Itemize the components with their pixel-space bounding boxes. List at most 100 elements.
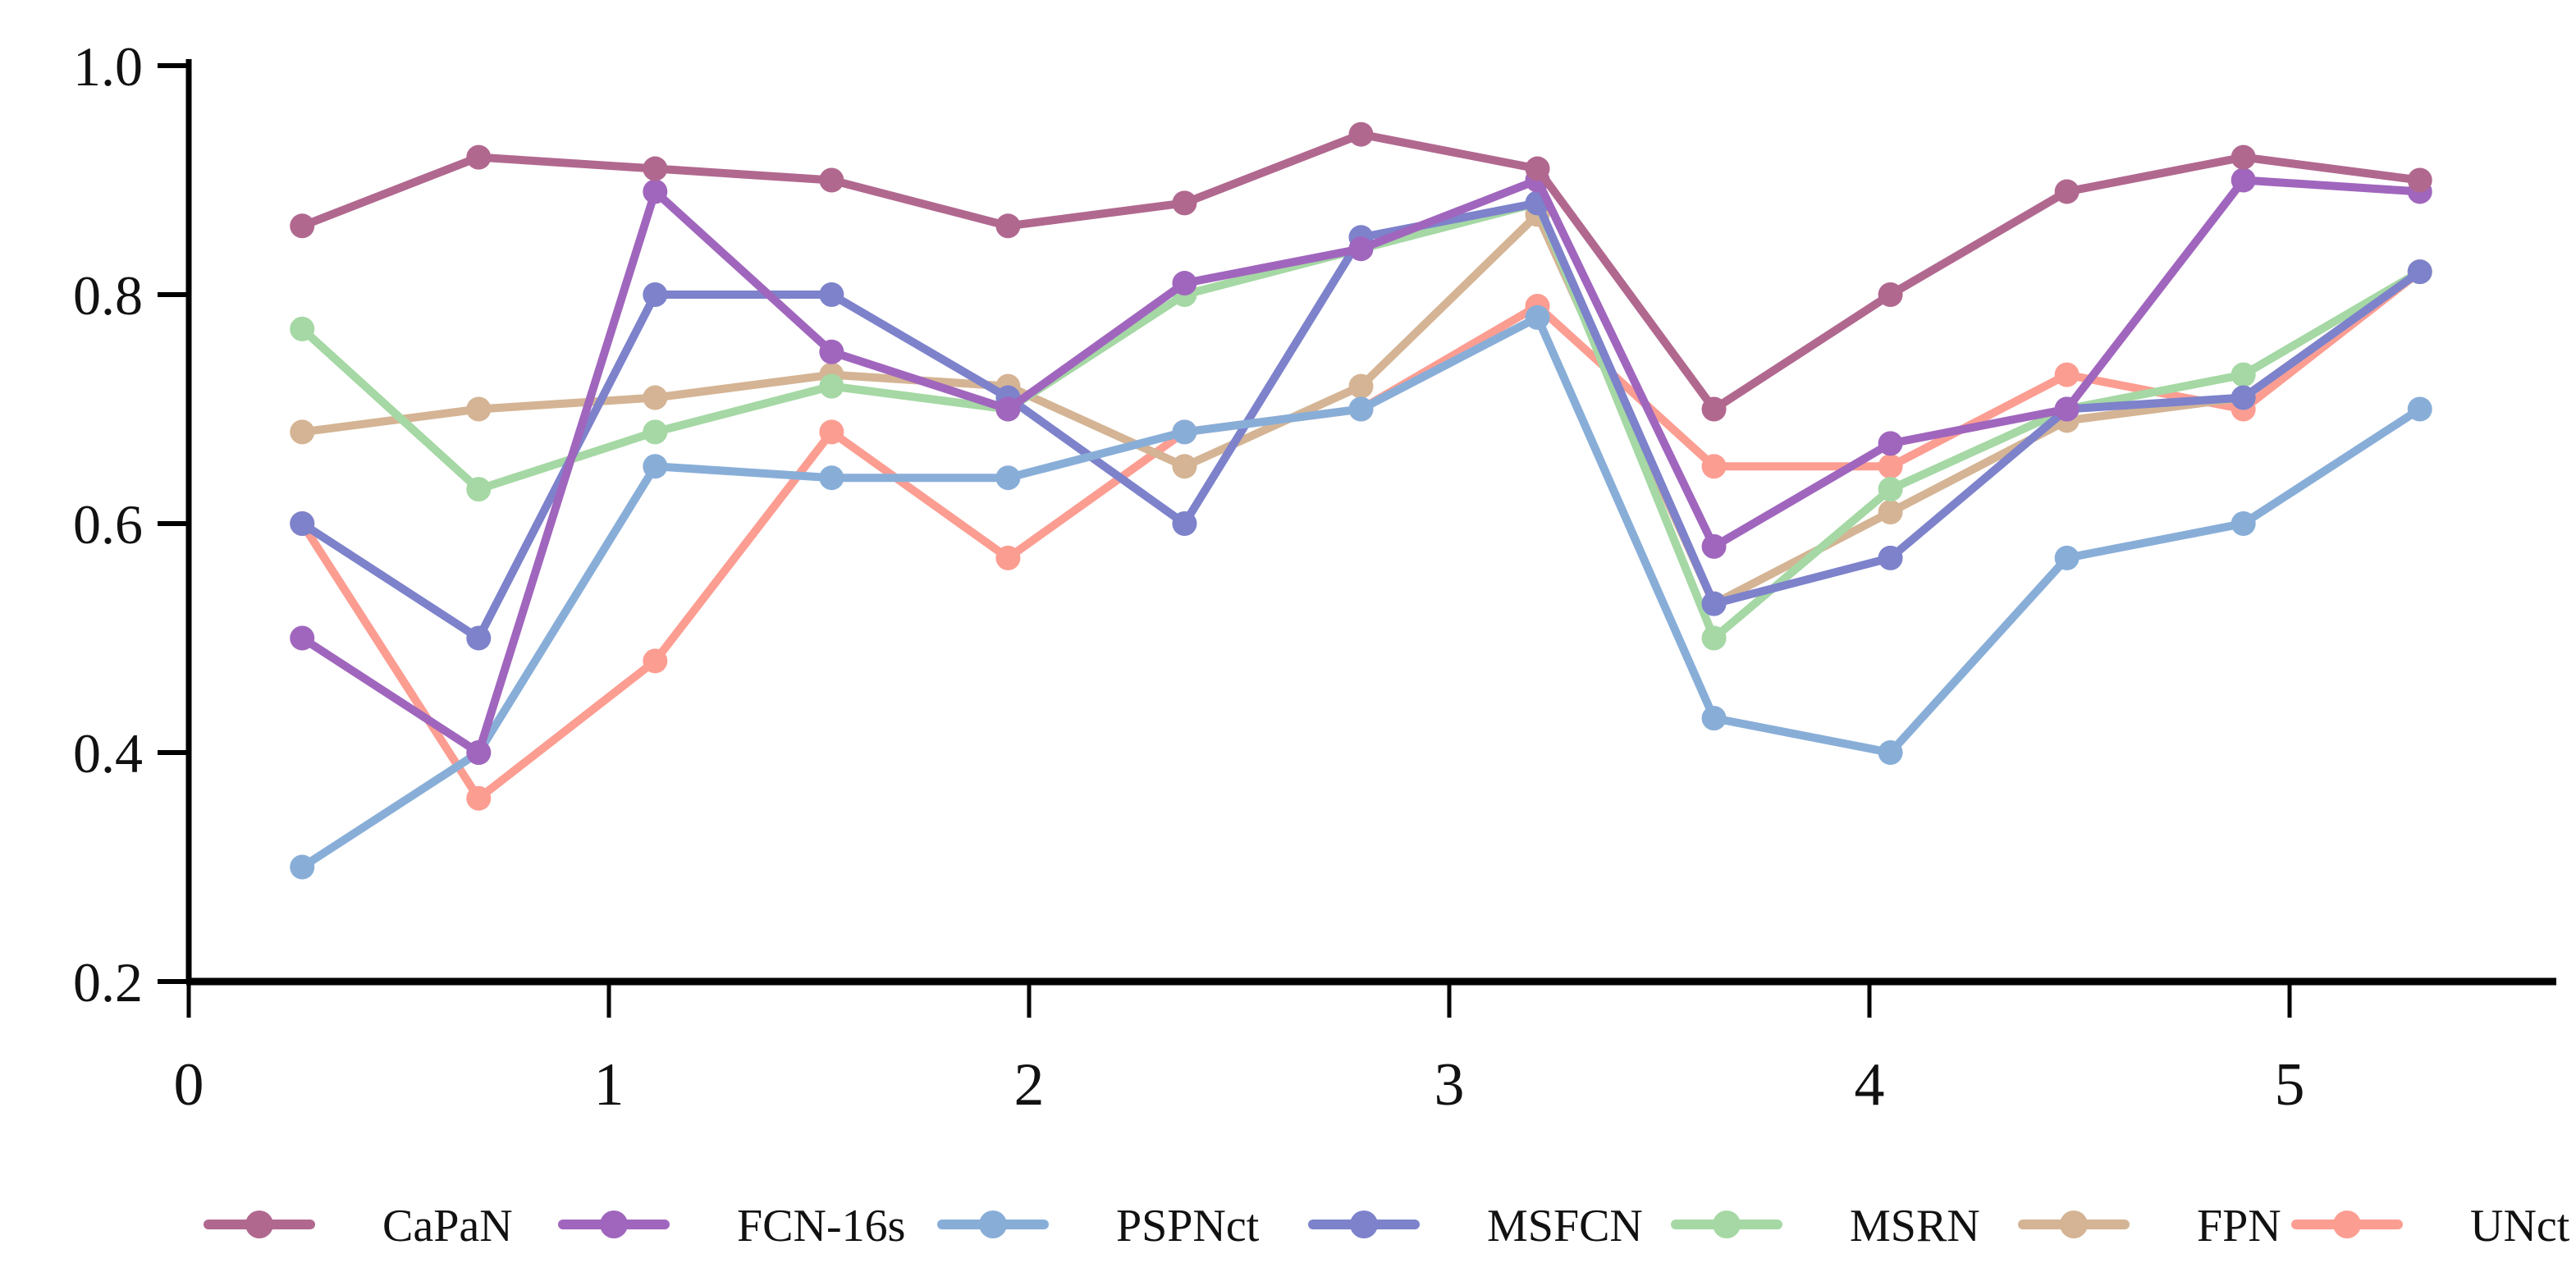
legend-label: PSPNct bbox=[1116, 1201, 1260, 1252]
legend-dot-icon bbox=[1350, 1210, 1378, 1238]
data-point-MSFCN bbox=[2231, 385, 2256, 410]
data-point-FPN bbox=[1878, 500, 1903, 525]
legend-item-UNct: UNct bbox=[2291, 1201, 2570, 1252]
legend-dot-icon bbox=[2060, 1210, 2088, 1238]
data-point-FCN-16s bbox=[1172, 271, 1197, 296]
x-tick-label: 0 bbox=[174, 1051, 204, 1119]
series-FCN-16s bbox=[290, 167, 2432, 765]
data-point-CaPaN bbox=[2054, 179, 2080, 204]
legend-label: UNct bbox=[2470, 1201, 2570, 1252]
data-point-UNct bbox=[1701, 454, 1727, 479]
data-point-CaPaN bbox=[2231, 144, 2256, 170]
data-point-PSPNct bbox=[2054, 545, 2080, 570]
legend-label: CaPaN bbox=[382, 1201, 513, 1252]
data-point-FCN-16s bbox=[819, 339, 844, 364]
data-point-FCN-16s bbox=[643, 179, 668, 204]
data-point-FPN bbox=[290, 419, 315, 445]
legend-dot-icon bbox=[600, 1210, 628, 1238]
data-point-PSPNct bbox=[1878, 740, 1903, 765]
legend-item-MSRN: MSRN bbox=[1671, 1201, 1980, 1252]
data-point-MSRN bbox=[2231, 362, 2256, 387]
legend-dot-icon bbox=[2333, 1210, 2361, 1238]
y-tick-label: 0.8 bbox=[73, 264, 143, 327]
x-tick-label: 1 bbox=[594, 1051, 625, 1119]
data-point-CaPaN bbox=[995, 213, 1021, 239]
data-point-FCN-16s bbox=[290, 625, 315, 651]
data-point-UNct bbox=[819, 419, 844, 445]
data-point-FCN-16s bbox=[1878, 431, 1903, 456]
x-tick-label: 4 bbox=[1855, 1051, 1885, 1119]
data-point-MSRN bbox=[819, 373, 844, 399]
data-point-PSPNct bbox=[290, 854, 315, 880]
data-point-MSRN bbox=[643, 419, 668, 445]
data-point-FPN bbox=[643, 385, 668, 410]
x-tick-label: 5 bbox=[2275, 1051, 2305, 1119]
data-point-CaPaN bbox=[290, 213, 315, 239]
data-point-CaPaN bbox=[1878, 282, 1903, 307]
y-tick-label: 0.6 bbox=[73, 493, 143, 556]
data-point-CaPaN bbox=[819, 167, 844, 193]
data-point-MSRN bbox=[466, 477, 492, 502]
data-point-MSRN bbox=[1878, 477, 1903, 502]
data-point-FCN-16s bbox=[995, 396, 1021, 422]
data-point-UNct bbox=[1878, 454, 1903, 479]
data-point-CaPaN bbox=[643, 156, 668, 181]
legend-label: FCN-16s bbox=[737, 1201, 905, 1252]
legend-label: MSRN bbox=[1850, 1201, 1980, 1252]
data-point-UNct bbox=[466, 785, 492, 811]
data-point-PSPNct bbox=[2407, 396, 2432, 422]
data-point-FPN bbox=[466, 396, 492, 422]
data-point-FCN-16s bbox=[1701, 533, 1727, 559]
data-point-CaPaN bbox=[1525, 156, 1550, 181]
data-point-MSFCN bbox=[2407, 259, 2432, 285]
data-point-UNct bbox=[643, 648, 668, 674]
series-line-UNct bbox=[298, 268, 2424, 803]
data-point-MSFCN bbox=[1878, 545, 1903, 570]
series-lines bbox=[290, 121, 2432, 880]
data-point-UNct bbox=[995, 545, 1021, 570]
series-PSPNct bbox=[290, 304, 2432, 880]
data-point-PSPNct bbox=[2231, 511, 2256, 536]
data-point-MSFCN bbox=[290, 511, 315, 536]
data-point-UNct bbox=[2054, 362, 2080, 387]
data-point-PSPNct bbox=[1701, 706, 1727, 731]
series-line-FCN-16s bbox=[298, 176, 2424, 757]
data-point-CaPaN bbox=[1348, 121, 1374, 147]
data-point-PSPNct bbox=[643, 454, 668, 479]
legend-dot-icon bbox=[1713, 1210, 1741, 1238]
data-point-PSPNct bbox=[995, 465, 1021, 491]
data-point-MSFCN bbox=[1701, 591, 1727, 616]
data-point-MSFCN bbox=[819, 282, 844, 307]
data-point-CaPaN bbox=[2407, 167, 2432, 193]
data-point-CaPaN bbox=[466, 144, 492, 170]
data-point-CaPaN bbox=[1172, 190, 1197, 216]
x-tick-label: 2 bbox=[1014, 1051, 1045, 1119]
data-point-CaPaN bbox=[1701, 396, 1727, 422]
data-point-FCN-16s bbox=[2054, 396, 2080, 422]
y-tick-label: 0.4 bbox=[73, 722, 143, 785]
data-point-PSPNct bbox=[1348, 396, 1374, 422]
data-point-FCN-16s bbox=[2231, 167, 2256, 193]
legend-item-PSPNct: PSPNct bbox=[937, 1201, 1260, 1252]
data-point-MSFCN bbox=[1172, 511, 1197, 536]
legend-label: FPN bbox=[2197, 1201, 2281, 1252]
data-point-MSRN bbox=[1701, 625, 1727, 651]
legend-dot-icon bbox=[245, 1210, 273, 1238]
legend-label: MSFCN bbox=[1487, 1201, 1643, 1252]
y-tick-label: 1.0 bbox=[73, 35, 143, 98]
data-point-MSFCN bbox=[643, 282, 668, 307]
data-point-FCN-16s bbox=[1348, 236, 1374, 262]
legend-item-CaPaN: CaPaN bbox=[204, 1201, 513, 1252]
y-tick-label: 0.2 bbox=[73, 951, 143, 1014]
legend-dot-icon bbox=[979, 1210, 1007, 1238]
legend-item-MSFCN: MSFCN bbox=[1308, 1201, 1643, 1252]
legend: CaPaN FCN-16s PSPNct MSFCN MSRN FPN UNct bbox=[204, 1201, 2570, 1252]
data-point-PSPNct bbox=[1525, 304, 1550, 330]
legend-item-FCN-16s: FCN-16s bbox=[558, 1201, 905, 1252]
axes: 1.0 0.8 0.6 0.4 0.2 0 1 2 3 4 5 bbox=[73, 35, 2556, 1119]
legend-item-FPN: FPN bbox=[2018, 1201, 2281, 1252]
data-point-PSPNct bbox=[1172, 419, 1197, 445]
data-point-FPN bbox=[1348, 373, 1374, 399]
